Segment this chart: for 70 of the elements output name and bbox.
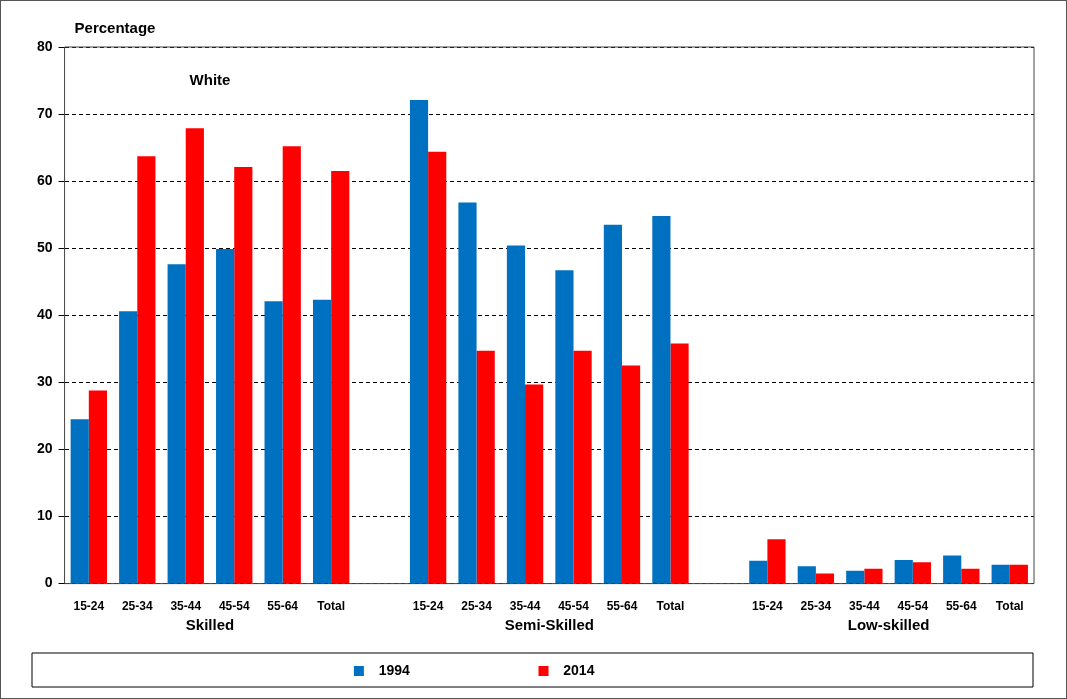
x-tick-label: 45-54 [897,599,929,614]
bar [991,564,1010,584]
bar [428,151,447,584]
legend-label: 1994 [370,661,527,678]
bar [185,128,204,584]
bar [88,390,107,584]
bar [912,562,931,584]
y-tick-label: 20 [36,440,53,457]
bar [234,167,253,584]
y-tick-label: 60 [36,172,53,189]
bar [894,560,913,584]
bar [603,224,622,584]
x-tick-label: Total [656,599,685,614]
x-tick-label: 15-24 [73,599,105,614]
x-tick-label: 45-54 [558,599,590,614]
bar [119,311,138,584]
y-tick-label: 0 [44,574,53,591]
text: Semi-Skilled [504,615,594,633]
y-tick-label: 40 [36,306,53,323]
text: Low-skilled [847,615,930,633]
y-tick-label: 70 [36,104,53,121]
x-tick-label: Total [317,599,346,614]
bar [652,216,671,584]
bar [137,156,156,584]
bar [167,264,186,584]
y-tick-label: 80 [36,37,53,54]
bar [767,539,786,584]
y-tick-label: 30 [36,373,53,390]
bar [846,570,865,584]
x-tick-label: 35-44 [509,599,541,614]
bar [331,171,350,584]
text: Skilled [185,615,235,633]
bar [943,555,962,584]
x-tick-label: 25-34 [121,599,153,614]
bar [670,343,689,584]
x-tick-label: 25-34 [800,599,832,614]
bar [312,299,332,584]
x-tick-label: 55-64 [267,599,299,614]
bar [264,301,283,584]
bar [1009,564,1028,584]
bar [525,384,544,584]
bar [409,99,429,584]
x-tick-label: 55-64 [945,599,977,614]
x-tick-label: 45-54 [218,599,250,614]
bar [815,573,835,584]
y-tick-label: 50 [36,239,53,256]
x-tick-label: 35-44 [849,599,881,614]
y-tick-label: 10 [36,507,53,524]
text: White [189,71,231,88]
legend-label: 2014 [555,661,712,678]
x-tick-label: Total [995,599,1024,614]
bar [282,146,301,584]
x-tick-label: 15-24 [412,599,444,614]
bar [749,560,768,584]
y-axis-title: Percentage [74,19,156,36]
bar [797,566,816,584]
bar [621,365,641,584]
bar [573,350,592,584]
x-tick-label: 55-64 [606,599,638,614]
x-tick-label: 35-44 [170,599,202,614]
bar [961,568,980,584]
bar [864,568,883,584]
bar [555,270,574,584]
bar [506,245,526,584]
x-tick-label: 25-34 [461,599,493,614]
x-tick-label: 15-24 [752,599,784,614]
bar [458,202,477,584]
bar [70,419,89,584]
bar [216,248,235,584]
bar [476,350,495,584]
